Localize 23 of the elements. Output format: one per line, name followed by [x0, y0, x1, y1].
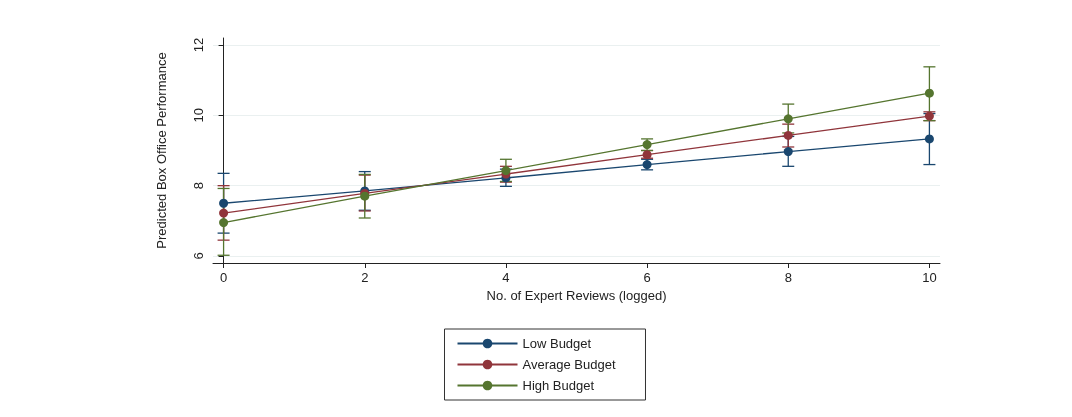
legend-label: High Budget [522, 378, 595, 393]
y-tick-label: 6 [191, 252, 206, 260]
y-axis-title: Predicted Box Office Performance [154, 52, 169, 249]
x-tick-label: 10 [922, 270, 937, 285]
point [783, 114, 793, 124]
x-tick-label: 8 [784, 270, 792, 285]
point [219, 198, 229, 208]
point [783, 130, 793, 140]
point [219, 218, 229, 228]
y-tick-label: 12 [191, 37, 206, 53]
point [783, 147, 793, 157]
x-axis-title: No. of Expert Reviews (logged) [486, 287, 667, 303]
legend-label: Low Budget [522, 336, 592, 351]
y-tick-label: 10 [191, 108, 206, 123]
point [924, 134, 934, 144]
x-tick-label: 0 [219, 270, 228, 285]
x-tick-label: 4 [502, 270, 510, 285]
point [924, 88, 934, 98]
x-tick-label: 6 [643, 270, 651, 285]
legend-label: Average Budget [522, 357, 616, 372]
point [219, 208, 229, 218]
y-tick-label: 8 [191, 182, 206, 190]
x-tick-label: 2 [361, 270, 369, 285]
